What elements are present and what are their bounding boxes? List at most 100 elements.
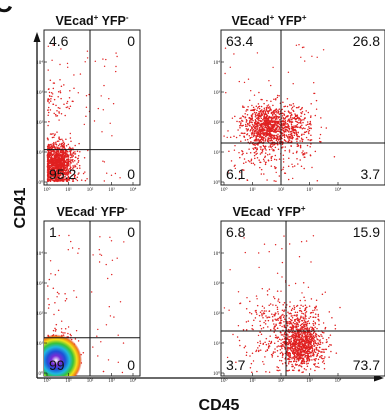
event-dot <box>238 152 240 154</box>
event-dot <box>263 114 266 116</box>
event-dot <box>295 131 297 134</box>
event-dot <box>60 113 63 115</box>
event-dot <box>49 152 52 154</box>
event-dot <box>302 338 304 341</box>
event-dot <box>292 130 294 132</box>
event-dot <box>277 112 280 114</box>
event-dot <box>282 166 285 168</box>
event-dot <box>59 174 62 176</box>
event-dot <box>282 124 284 126</box>
event-dot <box>76 163 78 165</box>
event-dot <box>60 97 62 100</box>
event-dot <box>301 348 303 351</box>
event-dot <box>259 153 262 155</box>
x-tick-label: 10³ <box>306 187 313 193</box>
x-tick-label: 10¹ <box>65 378 72 384</box>
event-dot <box>50 92 53 94</box>
event-dot <box>284 117 287 119</box>
event-dot <box>275 130 278 133</box>
event-dot <box>282 168 284 171</box>
event-dot <box>252 125 255 128</box>
event-dot <box>69 165 71 167</box>
event-dot <box>271 134 273 136</box>
event-dot <box>251 124 254 126</box>
event-dot <box>254 122 256 125</box>
event-dot <box>47 45 49 47</box>
event-dot <box>107 277 109 280</box>
event-dot <box>255 153 257 156</box>
event-dot <box>301 139 303 141</box>
event-dot <box>266 123 268 126</box>
event-dot <box>77 157 79 160</box>
event-dot <box>72 100 74 103</box>
event-dot <box>313 364 316 366</box>
event-dot <box>328 356 330 358</box>
event-dot <box>309 120 312 123</box>
event-dot <box>64 114 66 117</box>
event-dot <box>116 55 118 58</box>
event-dot <box>74 144 76 147</box>
event-dot <box>301 119 303 121</box>
event-dot <box>277 336 280 338</box>
event-dot <box>270 116 272 119</box>
event-dot <box>55 323 58 326</box>
event-dot <box>250 121 253 123</box>
event-dot <box>48 145 50 147</box>
event-dot <box>299 125 302 128</box>
event-dot <box>252 119 254 122</box>
event-dot <box>242 105 244 107</box>
event-dot <box>290 137 292 139</box>
event-dot <box>92 346 94 348</box>
event-dot <box>308 127 311 130</box>
event-dot <box>277 369 279 372</box>
event-dot <box>278 175 281 177</box>
event-dot <box>276 130 279 132</box>
event-dot <box>290 337 292 340</box>
event-dot <box>65 178 67 180</box>
event-dot <box>76 176 79 178</box>
event-dot <box>287 115 289 118</box>
event-dot <box>268 115 271 118</box>
event-dot <box>54 273 57 276</box>
event-dot <box>314 369 316 372</box>
event-dot <box>260 168 263 171</box>
event-dot <box>53 112 55 115</box>
event-dot <box>69 171 71 173</box>
event-dot <box>233 135 235 137</box>
event-dot <box>284 149 286 152</box>
event-dot <box>78 172 80 174</box>
event-dot <box>234 115 236 118</box>
plot-panel-vecad-pos-yfp-pos: VEcad+ YFP+10⁰ 10¹ 10² 10³ 10⁴10⁰10¹10²10³10… <box>213 13 385 193</box>
event-dot <box>103 65 106 68</box>
event-dot <box>251 104 253 107</box>
event-dot <box>255 135 257 138</box>
event-dot <box>278 158 281 160</box>
event-dot <box>314 362 316 365</box>
event-dot <box>117 361 120 363</box>
event-dot <box>274 137 276 139</box>
event-dot <box>288 139 291 141</box>
event-dot <box>57 174 60 177</box>
event-dot <box>254 146 256 149</box>
event-dot <box>70 240 72 243</box>
event-dot <box>275 97 277 100</box>
event-dot <box>69 152 72 155</box>
event-dot <box>281 137 283 140</box>
event-dot <box>275 108 278 110</box>
event-dot <box>297 345 300 347</box>
event-dot <box>314 345 316 347</box>
event-dot <box>77 173 79 175</box>
event-dot <box>258 128 260 131</box>
event-dot <box>293 125 295 127</box>
event-dot <box>73 290 75 292</box>
event-dot <box>59 107 61 109</box>
event-dot <box>259 161 262 164</box>
event-dot <box>293 355 296 357</box>
event-dot <box>108 306 111 308</box>
event-dot <box>67 326 70 328</box>
x-tick-label: 10⁴ <box>130 187 137 193</box>
event-dot <box>248 134 251 137</box>
event-dot <box>293 132 296 134</box>
event-dot <box>56 114 59 117</box>
event-dot <box>274 122 277 125</box>
